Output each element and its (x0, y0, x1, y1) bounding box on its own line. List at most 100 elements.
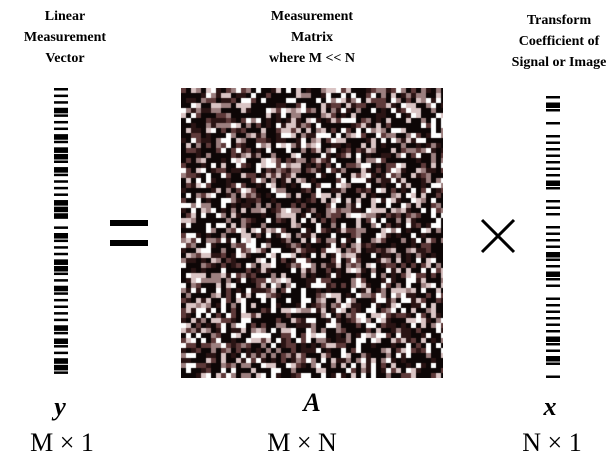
vector-entry (546, 167, 560, 170)
dimension-y: M × 1 (30, 428, 94, 457)
vector-entry (546, 310, 560, 313)
vector-entry (54, 358, 68, 364)
vector-entry (54, 265, 68, 272)
measurement-matrix (181, 88, 443, 378)
vector-entry (546, 102, 560, 109)
header-line: Measurement (270, 9, 354, 24)
vector-entry (546, 200, 560, 203)
vector-entry (54, 331, 68, 335)
vector-entry (546, 122, 560, 125)
vector-entry (546, 297, 560, 300)
vector-entry (546, 258, 560, 261)
vector-entry (54, 305, 68, 308)
vector-entry (546, 375, 560, 378)
vector-x-header: Transform Coefficient of Signal or Image (502, 10, 616, 73)
vector-entry (546, 232, 560, 235)
vector-entry (54, 285, 68, 292)
header-line: Coefficient of (518, 34, 600, 49)
vector-entry (54, 259, 68, 265)
vector-x-bars (546, 96, 560, 378)
vector-entry (54, 338, 68, 345)
vector-entry (54, 246, 68, 249)
vector-y-header: Linear Measurement Vector (10, 6, 120, 69)
vector-entry (546, 356, 560, 362)
matrix-a-header: Measurement Matrix where M << N (232, 6, 392, 69)
vector-entry (54, 200, 68, 206)
vector-entry (546, 239, 560, 242)
dimension-a: M × N (267, 428, 337, 457)
vector-entry (54, 213, 68, 219)
vector-entry (54, 160, 68, 163)
vector-entry (546, 330, 560, 333)
vector-entry (546, 96, 560, 99)
vector-entry (54, 325, 68, 331)
vector-entry (546, 148, 560, 151)
header-line: where M << N (268, 51, 356, 66)
vector-entry (546, 317, 560, 320)
vector-entry (54, 173, 68, 177)
vector-entry (54, 101, 68, 104)
vector-entry (54, 279, 68, 282)
vector-entry (54, 345, 68, 348)
symbol-y: y (54, 392, 66, 421)
header-line: Measurement (23, 30, 107, 45)
vector-entry (54, 153, 68, 160)
vector-entry (54, 114, 68, 117)
vector-entry (546, 187, 560, 190)
header-line: Transform (526, 13, 592, 28)
header-line: Signal or Image (511, 55, 607, 70)
multiplication-sign-icon (480, 218, 516, 254)
vector-entry (54, 371, 68, 374)
vector-entry (54, 233, 68, 239)
equals-sign-icon (110, 220, 148, 246)
vector-entry (54, 140, 68, 144)
vector-entry (546, 349, 560, 352)
vector-entry (54, 167, 68, 173)
vector-entry (546, 109, 560, 112)
vector-entry (546, 174, 560, 177)
vector-entry (54, 292, 68, 295)
vector-entry (546, 362, 560, 365)
vector-entry (546, 336, 560, 343)
vector-entry (54, 226, 68, 229)
vector-entry (546, 180, 560, 187)
vector-entry (546, 135, 560, 138)
vector-entry (54, 252, 68, 256)
vector-entry (54, 120, 68, 124)
vector-entry (546, 252, 560, 258)
vector-entry (54, 186, 68, 190)
vector-entry (546, 278, 560, 281)
dimension-x: N × 1 (522, 428, 582, 457)
vector-entry (54, 239, 68, 243)
vector-entry (54, 107, 68, 114)
vector-entry (54, 180, 68, 183)
vector-y-bars (54, 88, 68, 374)
vector-entry (54, 364, 68, 371)
vector-entry (54, 147, 68, 153)
vector-entry (54, 88, 68, 91)
vector-entry (54, 318, 68, 322)
header-line: Linear (44, 9, 86, 24)
vector-entry (54, 206, 68, 213)
vector-entry (546, 213, 560, 216)
vector-entry (546, 271, 560, 278)
header-line: Matrix (291, 30, 333, 45)
vector-entry (546, 265, 560, 268)
vector-entry (546, 284, 560, 287)
vector-entry (54, 272, 68, 276)
header-line: Vector (45, 51, 85, 66)
vector-entry (546, 206, 560, 209)
vector-entry (546, 343, 560, 346)
vector-entry (546, 304, 560, 307)
vector-entry (54, 298, 68, 302)
vector-entry (546, 323, 560, 326)
vector-entry (54, 94, 68, 98)
vector-entry (54, 134, 68, 140)
symbol-x: x (543, 392, 557, 421)
vector-entry (54, 312, 68, 315)
vector-entry (546, 226, 560, 229)
vector-entry (54, 193, 68, 196)
vector-entry (546, 141, 560, 144)
vector-entry (546, 161, 560, 164)
vector-entry (546, 245, 560, 248)
